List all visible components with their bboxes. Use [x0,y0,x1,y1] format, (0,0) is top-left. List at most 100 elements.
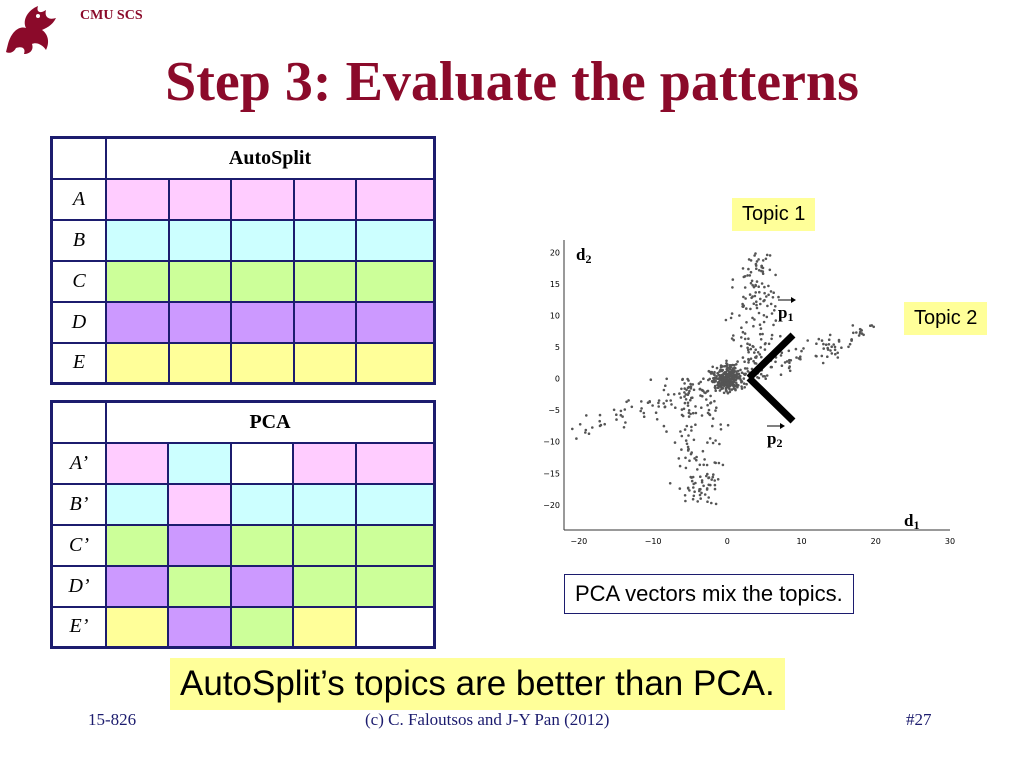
scatter-point [683,428,687,431]
scatter-point [833,348,837,352]
scatter-point [741,330,745,334]
scatter-point [694,405,697,408]
scatter-point [752,359,755,363]
scatter-point [754,252,757,255]
slide-title: Step 3: Evaluate the patterns [165,51,859,113]
scatter-point [829,349,832,352]
scatter-point [746,342,749,345]
scatter-point [700,414,704,417]
scatter-point [799,357,802,361]
scatter-point [726,369,730,372]
scatter-point [639,409,642,413]
scatter-point [739,368,742,372]
scatter-point [688,459,691,462]
scatter-point [686,445,690,449]
scatter-point [860,332,864,335]
scatter-point [707,496,710,499]
scatter-point [754,348,757,351]
scatter-point [753,318,756,321]
scatter-point [740,336,743,339]
scatter-point [746,274,749,277]
scatter-point [748,343,752,346]
scatter-point [719,376,722,379]
scatter-point [753,294,757,298]
scatter-point [711,424,714,428]
scatter-point [755,306,759,310]
scatter-point [749,259,753,262]
y-axis-label: d2 [576,245,591,266]
topic-cell [354,605,436,649]
scatter-point [699,497,702,500]
topic-cell [354,441,436,485]
scatter-point [763,285,766,289]
scatter-point [720,384,723,388]
scatter-point [759,338,763,341]
scatter-point [691,475,695,479]
scatter-point [715,406,718,409]
scatter-point [699,394,702,397]
scatter-point [710,501,713,505]
scatter-point [727,373,730,377]
scatter-point [734,381,738,384]
scatter-point [699,475,702,478]
scatter-point [761,266,765,270]
pca-note: PCA vectors mix the topics. [564,574,854,614]
scatter-point [785,360,789,363]
scatter-point [702,484,705,488]
scatter-point [625,400,628,404]
scatter-point [748,274,752,277]
scatter-point [766,304,769,308]
scatter-point [673,441,677,444]
scatter-point [758,353,762,356]
scatter-point [755,260,759,263]
scatter-point [706,500,709,504]
scatter-point [684,499,687,503]
scatter-point [740,371,744,374]
scatter-point [759,346,762,349]
scatter-point [709,401,712,405]
scatter-point [689,382,692,386]
topic-cell [354,482,436,526]
topic-cell [167,341,233,385]
topic-cell [167,564,232,608]
topic-cell [105,259,170,303]
scatter-point [779,334,782,338]
scatter-point [709,394,712,398]
scatter-point [711,475,715,479]
scatter-point [721,373,725,376]
autosplit-header: AutoSplit [105,136,436,180]
topic-cell [167,300,233,344]
scatter-point [774,319,778,322]
topic-cell [355,218,436,262]
scatter-point [669,399,672,402]
scatter-point [712,372,716,376]
topic-cell [105,341,170,385]
scatter-point [695,458,698,462]
scatter-point [824,343,828,346]
y-tick-label: 20 [550,249,560,258]
scatter-point [759,372,763,376]
scatter-point [725,377,729,380]
scatter-point [741,267,745,270]
scatter-point [718,382,721,385]
scatter-point [679,396,683,399]
scatter-point [828,333,832,337]
scatter-point [730,337,734,340]
scatter-point [685,442,689,446]
scatter-point [789,359,793,362]
table-row: B’ [50,482,436,526]
scatter-point [683,382,686,385]
scatter-point [787,366,791,370]
scatter-point [697,382,701,385]
scatter-point [740,387,744,390]
scatter-point [735,383,739,386]
scatter-point [763,348,767,351]
scatter-point [746,370,750,373]
autosplit-table: AutoSplit A B C D E [50,136,436,385]
scatter-point [678,392,681,395]
scatter-point [691,396,694,399]
topic-cell [292,482,357,526]
scatter-point [765,295,768,298]
scatter-point [672,393,676,396]
scatter-point [692,438,696,442]
